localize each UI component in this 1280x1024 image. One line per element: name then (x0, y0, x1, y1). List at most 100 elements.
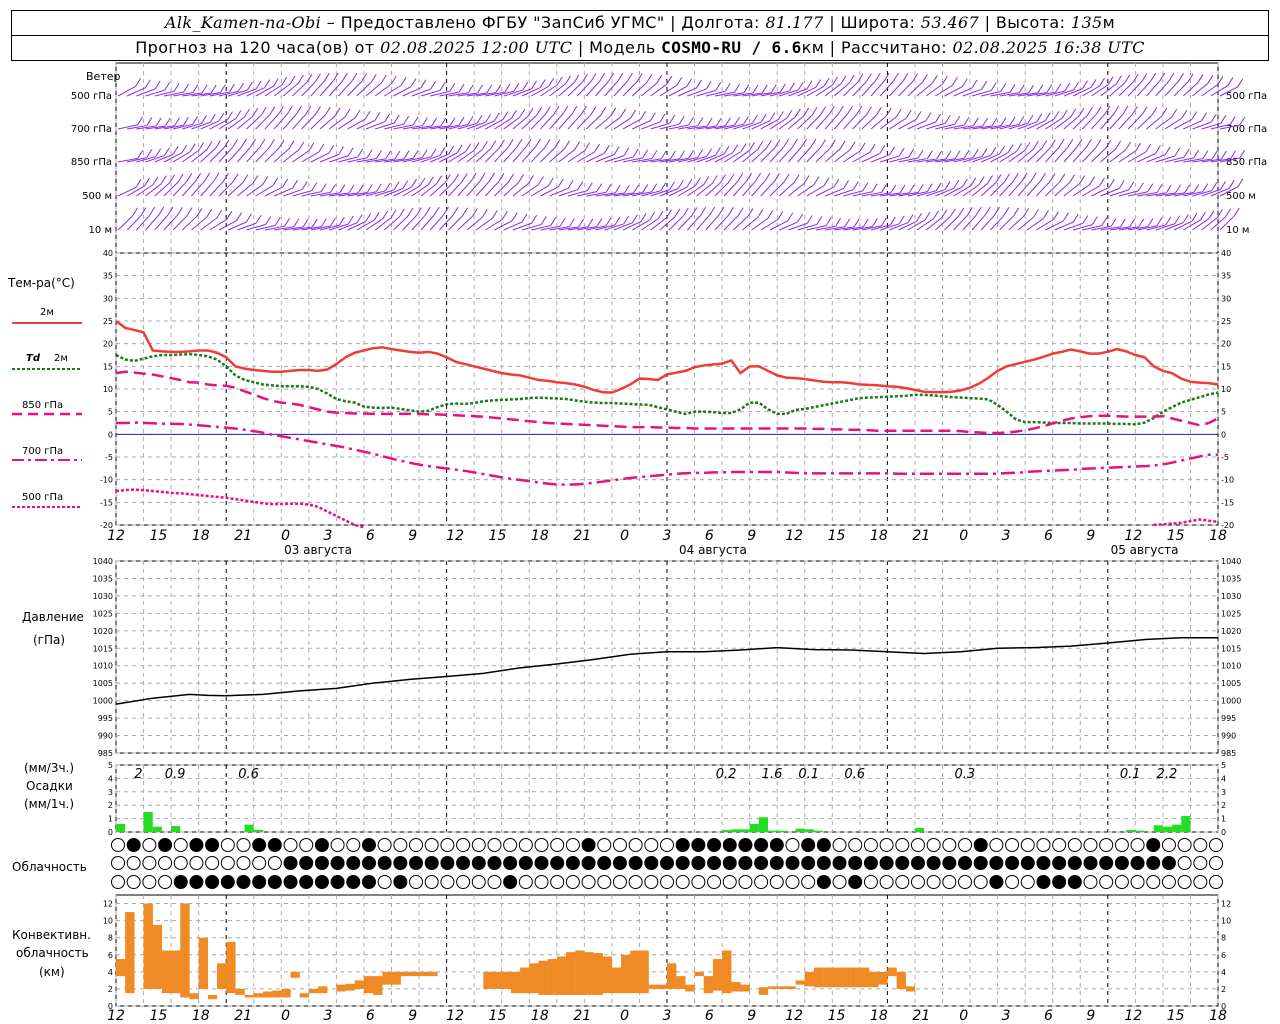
wind-barb-shaft (576, 81, 592, 97)
wind-barb-shaft (641, 121, 661, 130)
wind-barb-feather (328, 144, 335, 154)
cloud-cover-symbol (1177, 856, 1192, 870)
time-tick-label: 21 (912, 528, 930, 544)
wind-barb-shaft (852, 114, 867, 130)
wind-barb-shaft (154, 153, 174, 163)
title-bar: Alk_Kamen-na-Obi – Предоставлено ФГБУ "З… (11, 10, 1269, 36)
time-tick-label: 12 (446, 1008, 464, 1024)
wind-barb-feather (444, 174, 451, 183)
wind-barb-shaft (200, 120, 220, 130)
time-tick-label: 6 (705, 528, 714, 544)
y-tick-label-right: 1010 (1221, 662, 1241, 671)
wind-barb-shaft (540, 113, 555, 130)
wind-barb-shaft (843, 150, 861, 163)
wind-barb-feather (1030, 172, 1037, 182)
wind-barb-feather (486, 84, 493, 94)
convective-cloud-bar (712, 959, 723, 991)
wind-barb-shaft (925, 83, 943, 97)
wind-barb-feather (686, 178, 693, 188)
wind-barb-shaft (732, 180, 747, 197)
wind-barb-shaft (365, 121, 385, 130)
wind-barb-shaft (338, 80, 353, 97)
wind-barb-feather (223, 139, 230, 149)
wind-barb-feather (797, 213, 803, 223)
cloud-cover-symbol (550, 856, 565, 870)
wind-barb-feather (617, 72, 624, 82)
wind-barb-shaft (742, 216, 759, 231)
wind-barb-feather (752, 114, 758, 124)
wind-barb-shaft (1155, 80, 1170, 97)
wind-barb-shaft (1164, 156, 1185, 163)
cloud-cover-symbol (393, 875, 408, 889)
cloud-cover-symbol (1020, 875, 1035, 889)
wind-barb-feather (1230, 150, 1236, 159)
cloud-cover-symbol (330, 856, 345, 870)
y-tick-label: 1030 (93, 592, 113, 601)
precip-bar (1162, 826, 1173, 832)
wind-barb-shaft (650, 158, 671, 163)
time-tick-label: 18 (531, 1008, 549, 1024)
convective-cloud-bar (777, 986, 787, 989)
cloud-cover-symbol (848, 838, 863, 852)
convective-cloud-bar (272, 990, 282, 998)
cloud-cover-symbol (581, 838, 596, 852)
wind-barb-shaft (1155, 223, 1175, 231)
wind-barb-shaft (732, 149, 750, 163)
convective-cloud-bar (896, 971, 906, 989)
convective-cloud-bar (804, 971, 815, 987)
wind-barb-shaft (512, 183, 529, 197)
wind-barb-shaft (1100, 148, 1117, 163)
wind-barb-shaft (935, 187, 954, 197)
wind-barb-shaft (1081, 114, 1097, 130)
wind-barb-shaft (218, 181, 234, 197)
wind-barb-shaft (310, 114, 326, 130)
convective-cloud-bar (630, 950, 640, 994)
wind-barb-feather (365, 213, 372, 222)
wind-barb-shaft (778, 116, 796, 130)
wind-barb-feather (565, 75, 571, 85)
wind-barb-shaft (953, 125, 974, 130)
wind-barb-shaft (117, 157, 138, 163)
wind-barb-feather (806, 80, 813, 90)
wind-barb-shaft (237, 222, 257, 231)
wind-barb-shaft (338, 192, 359, 197)
wind-barb-feather (1082, 80, 1088, 89)
wind-barb-shaft (1137, 225, 1158, 231)
wind-barb-feather (255, 80, 262, 90)
wind-barb-shaft (475, 180, 490, 197)
wind-barb-shaft (870, 80, 885, 97)
wind-barb-shaft (714, 91, 735, 97)
wind-barb-feather (820, 106, 827, 115)
wind-barb-shaft (797, 224, 817, 231)
wind-barb-feather (411, 178, 417, 188)
cloud-cover-symbol (534, 875, 549, 889)
wind-barb-feather (1191, 212, 1198, 222)
wind-barb-shaft (632, 219, 650, 231)
wind-barb-shaft (613, 80, 628, 97)
wind-barb-feather (991, 117, 998, 127)
wind-barb-feather (995, 174, 1002, 183)
cloud-cover-symbol (738, 856, 753, 870)
wind-barb-feather (390, 75, 397, 85)
cloud-cover-symbol (863, 838, 878, 852)
cloud-cover-symbol (487, 856, 502, 870)
wind-barb-shaft (843, 190, 863, 197)
altitude-unit: м (1102, 13, 1116, 32)
wind-barb-feather (732, 144, 739, 154)
wind-barb-feather (210, 84, 217, 94)
wind-barb-shaft (632, 191, 652, 197)
wind-barb-shaft (980, 182, 997, 197)
wind-barb-feather (439, 147, 446, 156)
cloud-cover-symbol (314, 838, 329, 852)
convective-cloud-bar (823, 967, 833, 988)
wind-barb-feather (1004, 173, 1010, 183)
wind-barb-feather (424, 206, 431, 216)
wind-barb-shaft (760, 181, 775, 197)
y-tick-label: 20 (103, 340, 113, 349)
wind-barb-shaft (283, 188, 303, 197)
wind-barb-feather (706, 117, 713, 127)
wind-barb-shaft (604, 116, 621, 130)
cloud-cover-symbol (518, 838, 533, 852)
wind-barb-feather (1091, 216, 1098, 225)
wind-barb-shaft (1045, 181, 1061, 197)
